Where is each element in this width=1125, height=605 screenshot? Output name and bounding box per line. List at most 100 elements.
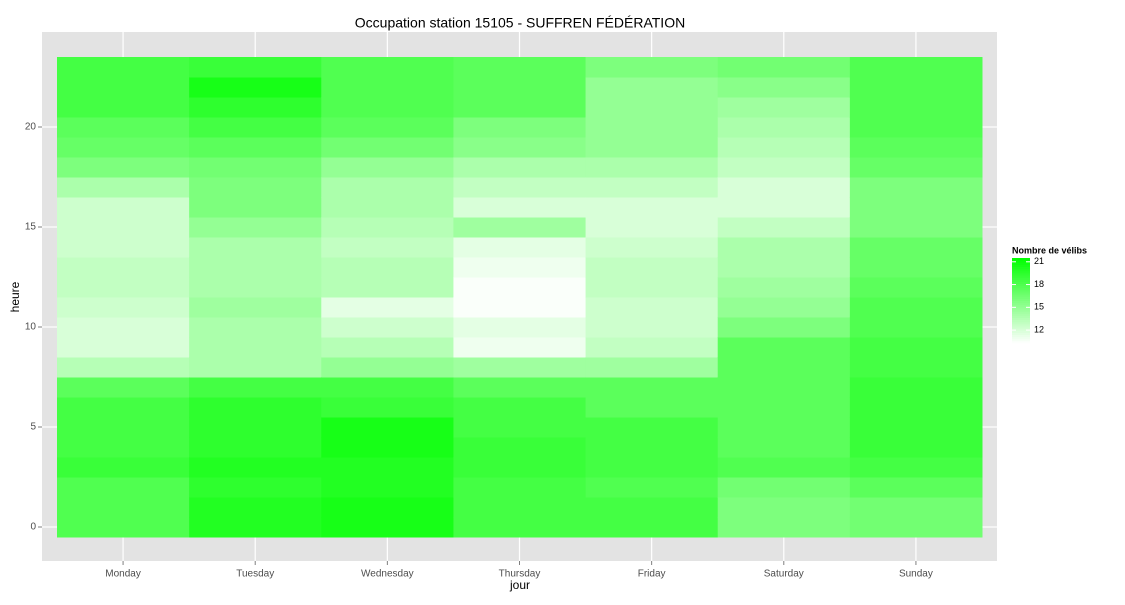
heat-cell — [585, 357, 719, 378]
heat-cell — [717, 137, 851, 158]
heat-cell — [57, 377, 190, 398]
heat-cell — [189, 137, 322, 158]
legend-gradient — [1012, 285, 1030, 289]
heat-cell — [321, 437, 454, 458]
heat-cell — [717, 177, 851, 198]
heat-cell — [849, 497, 983, 518]
heat-cell — [717, 497, 851, 518]
heat-cell — [585, 197, 719, 218]
heat-cell — [717, 477, 851, 498]
heat-cell — [585, 317, 719, 338]
legend-gradient — [1012, 304, 1030, 308]
heat-cell — [717, 97, 851, 118]
heat-cell — [321, 97, 454, 118]
heat-cell — [849, 517, 983, 538]
legend-gradient — [1012, 319, 1030, 323]
heat-cell — [321, 117, 454, 138]
heat-cell — [585, 117, 719, 138]
legend-gradient — [1012, 302, 1030, 306]
heat-cell — [717, 457, 851, 478]
heat-cell — [849, 237, 983, 258]
x-tick-label: Saturday — [764, 569, 804, 580]
heat-cell — [453, 197, 587, 218]
heat-cell — [189, 97, 322, 118]
heat-cell — [189, 117, 322, 138]
legend-label: 18 — [1034, 279, 1044, 289]
heat-cell — [321, 517, 454, 538]
heat-cell — [453, 177, 587, 198]
heat-cell — [849, 157, 983, 178]
heat-cell — [57, 337, 190, 358]
heat-cell — [453, 137, 587, 158]
heat-cell — [717, 157, 851, 178]
legend-gradient — [1012, 315, 1030, 318]
legend-gradient — [1012, 281, 1030, 284]
heat-cell — [57, 357, 190, 378]
heat-cell — [585, 517, 719, 538]
x-tick-label: Tuesday — [236, 569, 274, 580]
legend-gradient — [1012, 268, 1030, 272]
heat-cell — [321, 317, 454, 338]
heat-cell — [453, 497, 587, 518]
x-axis-label: jour — [509, 578, 530, 592]
legend-gradient — [1012, 326, 1030, 329]
legend-gradient — [1012, 323, 1030, 327]
heat-cell — [849, 257, 983, 278]
heat-cell — [585, 397, 719, 418]
legend-gradient — [1012, 292, 1030, 295]
heat-cell — [189, 277, 322, 298]
x-tick-label: Sunday — [899, 569, 933, 580]
heat-cell — [453, 357, 587, 378]
heat-cell — [453, 317, 587, 338]
legend-gradient — [1012, 270, 1030, 274]
heat-cell — [189, 377, 322, 398]
legend-gradient — [1012, 313, 1030, 316]
heat-cell — [189, 217, 322, 238]
heat-cell — [453, 277, 587, 298]
legend-gradient — [1012, 294, 1030, 297]
heat-cell — [321, 57, 454, 78]
heat-cell — [189, 297, 322, 318]
legend-gradient — [1012, 334, 1030, 338]
heat-cell — [57, 117, 190, 138]
legend-gradient — [1012, 289, 1030, 293]
heat-cell — [57, 137, 190, 158]
heat-cell — [57, 197, 190, 218]
heat-cell — [585, 377, 719, 398]
heat-cell — [453, 337, 587, 358]
heat-cell — [717, 337, 851, 358]
heat-cell — [453, 457, 587, 478]
heat-cell — [585, 417, 719, 438]
heat-cell — [849, 297, 983, 318]
legend-gradient — [1012, 272, 1030, 276]
y-tick-label: 10 — [25, 322, 37, 333]
heat-cell — [585, 257, 719, 278]
heat-cell — [321, 177, 454, 198]
legend-gradient — [1012, 317, 1030, 321]
heat-cell — [453, 377, 587, 398]
heat-cell — [717, 257, 851, 278]
heat-cell — [57, 277, 190, 298]
y-tick-label: 15 — [25, 222, 37, 233]
heat-cell — [717, 277, 851, 298]
legend-gradient — [1012, 321, 1030, 325]
heat-cell — [57, 57, 190, 78]
legend-gradient — [1012, 311, 1030, 314]
heat-cell — [585, 297, 719, 318]
heat-cell — [849, 217, 983, 238]
heat-cell — [585, 277, 719, 298]
heat-cell — [849, 437, 983, 458]
heat-cell — [849, 317, 983, 338]
heat-cell — [717, 357, 851, 378]
heat-cell — [585, 157, 719, 178]
heat-cell — [57, 317, 190, 338]
legend-gradient — [1012, 330, 1030, 333]
legend-gradient — [1012, 306, 1030, 310]
heat-cell — [189, 337, 322, 358]
heat-cell — [321, 257, 454, 278]
legend-gradient — [1012, 309, 1030, 312]
legend-title: Nombre de vélibs — [1012, 245, 1087, 255]
heat-cell — [57, 437, 190, 458]
heat-cell — [321, 457, 454, 478]
